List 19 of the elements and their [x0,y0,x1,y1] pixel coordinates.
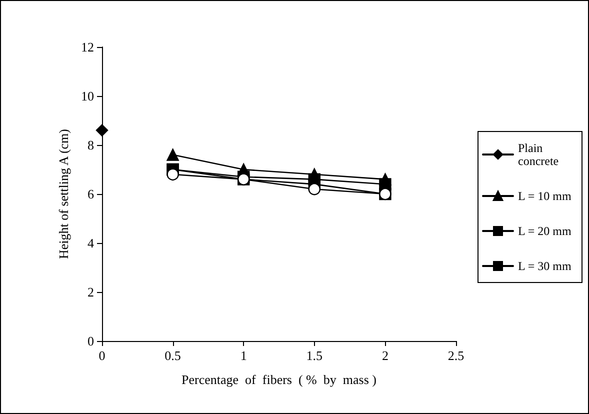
x-tick-label: 0.5 [164,348,181,363]
x-tick-label: 2 [382,348,388,363]
y-tick-label: 2 [88,284,94,300]
x-axis-title: Percentage of fibers ( % by mass ) [182,372,376,387]
y-tick-label: 12 [81,40,94,54]
x-tick-label: 0 [98,348,106,363]
legend-label: Plain concrete [518,141,559,168]
y-tick-label: 10 [81,88,94,104]
x-tick-label: 1 [240,348,247,363]
y-tick-label: 6 [88,186,94,202]
legend-label: L = 20 mm [518,224,572,238]
x-tick-label: 1.5 [306,348,323,363]
x-tick-label: 2.5 [448,348,464,363]
y-axis-title: Height of settling A (cm) [56,129,71,259]
y-tick-label: 0 [88,334,94,348]
y-tick-label: 4 [88,236,94,250]
legend-label: L = 30 mm [518,259,572,273]
legend-label: L = 10 mm [518,189,572,203]
y-tick-label: 8 [88,138,94,152]
